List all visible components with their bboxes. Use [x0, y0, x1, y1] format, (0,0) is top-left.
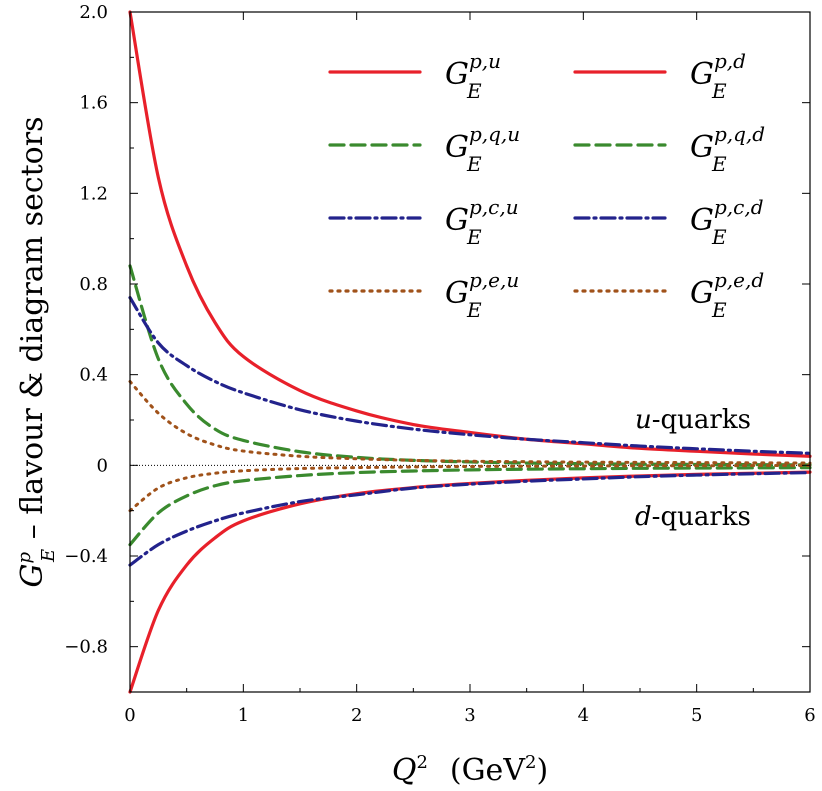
x-tick-label: 3	[464, 705, 475, 726]
series-line-p-c-u	[128, 296, 812, 455]
legend-label: Gp,q,d E	[690, 122, 765, 176]
legend-label: Gp,u E	[445, 49, 501, 103]
annotation-d-quarks: d-quarks	[635, 502, 751, 532]
y-tick-label: 0.8	[79, 274, 108, 295]
y-tick-label: 0.4	[79, 365, 108, 386]
plot-frame	[129, 11, 811, 693]
series-line-p-e-d	[128, 464, 812, 513]
x-tick-label: 4	[578, 705, 589, 726]
legend-label: Gp,e,d E	[690, 268, 764, 322]
y-axis-label: Gp E – flavour & diagram sectors	[14, 117, 59, 588]
y-tick-label: 1.6	[79, 93, 108, 114]
legend-label: Gp,c,d E	[690, 195, 764, 249]
x-tick-label: 2	[351, 705, 362, 726]
series-line-p-u	[128, 10, 812, 458]
series-line-p-c-d	[128, 470, 812, 567]
y-tick-label: 2.0	[79, 2, 108, 23]
x-tick-label: 1	[238, 705, 249, 726]
series-layer	[128, 10, 812, 694]
legend-label: Gp,e,u E	[445, 268, 519, 322]
y-tick-label: 0	[97, 455, 108, 476]
legend-label: Gp,d E	[690, 49, 746, 103]
y-tick-label: 1.2	[79, 183, 108, 204]
legend: Gp,u E Gp,q,u E Gp,c,u E Gp,e,u E Gp,d E Gp,q,d E Gp…	[328, 49, 765, 322]
y-tick-label: −0.8	[64, 637, 108, 658]
x-tick-label: 0	[124, 705, 135, 726]
x-tick-label: 5	[691, 705, 702, 726]
x-axis-label: Q2 (GeV2)	[392, 752, 548, 788]
series-line-p-e-u	[128, 379, 812, 465]
annotation-u-quarks: u-quarks	[635, 405, 751, 435]
y-tick-label: −0.4	[64, 546, 108, 567]
x-tick-label: 6	[804, 705, 815, 726]
series-line-p-q-d	[128, 466, 812, 547]
legend-label: Gp,c,u E	[445, 195, 519, 249]
legend-label: Gp,q,u E	[445, 122, 520, 176]
